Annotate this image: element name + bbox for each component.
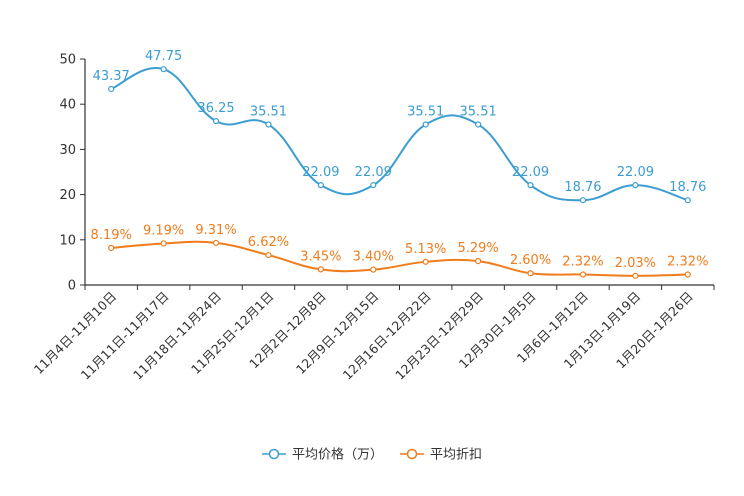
data-label: 5.29%: [457, 241, 498, 256]
data-point: [317, 182, 324, 189]
data-label: 3.45%: [300, 249, 341, 264]
y-tick-label: 0: [68, 279, 76, 294]
y-tick-label: 10: [59, 233, 76, 248]
data-point: [370, 266, 377, 273]
data-point: [475, 257, 482, 265]
data-point: [579, 271, 587, 278]
x-tick-label: 11月11日-11月17日: [78, 289, 172, 383]
data-point: [684, 271, 691, 278]
data-label: 43.37: [93, 69, 130, 84]
legend-marker-icon: [406, 448, 418, 460]
x-tick-label: 12月23日-12月29日: [392, 289, 486, 383]
data-point: [632, 272, 639, 279]
data-point: [108, 244, 115, 252]
data-label: 18.76: [669, 180, 706, 195]
data-point: [160, 66, 167, 73]
data-point: [265, 251, 272, 259]
data-label: 2.32%: [562, 255, 603, 270]
data-point: [370, 182, 377, 189]
data-point: [422, 121, 429, 128]
data-label: 6.62%: [248, 235, 289, 250]
data-label: 2.32%: [667, 255, 708, 270]
data-label: 22.09: [617, 165, 654, 180]
data-label: 9.31%: [195, 223, 236, 238]
data-label: 9.19%: [143, 223, 184, 238]
data-point: [422, 258, 429, 265]
data-point: [265, 121, 272, 128]
x-tick-label: 12月16日-12月22日: [340, 289, 434, 383]
legend-label-1[interactable]: 平均价格（万）: [292, 447, 383, 463]
legend-label-2[interactable]: 平均折扣: [430, 448, 482, 463]
data-point: [527, 182, 534, 189]
data-point: [632, 182, 639, 189]
data-label: 47.75: [145, 49, 182, 64]
data-point: [475, 121, 482, 128]
y-tick-label: 30: [59, 143, 76, 158]
data-point: [684, 197, 691, 204]
data-point: [212, 239, 220, 247]
data-label: 35.51: [460, 104, 497, 119]
data-label: 5.13%: [405, 242, 446, 257]
data-point: [527, 270, 534, 277]
data-label: 2.03%: [615, 256, 656, 271]
data-label: 35.51: [250, 104, 287, 119]
data-label: 8.19%: [91, 228, 132, 243]
data-point: [160, 240, 167, 247]
data-label: 2.60%: [510, 253, 551, 268]
data-point: [317, 266, 324, 273]
y-tick-label: 20: [59, 188, 76, 203]
y-tick-label: 40: [59, 98, 76, 113]
y-tick-label: 50: [59, 53, 76, 68]
data-label: 35.51: [407, 104, 444, 119]
data-label: 18.76: [564, 180, 601, 195]
data-point: [108, 85, 115, 93]
data-label: 22.09: [302, 165, 339, 180]
data-label: 22.09: [512, 165, 549, 180]
x-tick-label: 11月18日-11月24日: [130, 289, 224, 383]
series-line-2: [111, 240, 688, 277]
legend-marker-icon: [268, 448, 280, 460]
data-point: [212, 118, 220, 125]
data-label: 36.25: [197, 101, 234, 116]
data-label: 22.09: [355, 165, 392, 180]
data-label: 3.40%: [353, 250, 394, 265]
data-point: [579, 197, 587, 204]
